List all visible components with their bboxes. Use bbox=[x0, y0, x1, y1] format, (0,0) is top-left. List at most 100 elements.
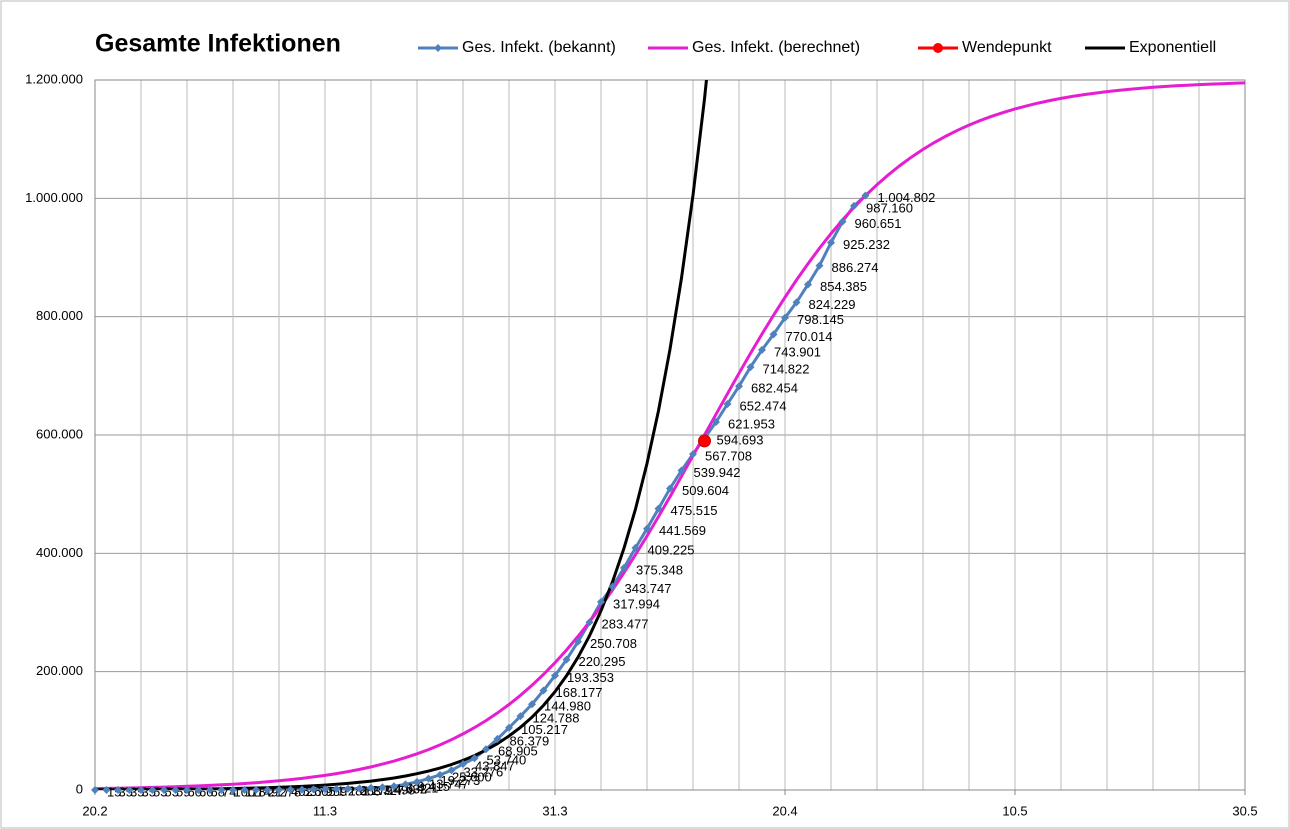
point-marker bbox=[367, 783, 375, 792]
data-label: 220.295 bbox=[579, 654, 626, 669]
data-label: 621.953 bbox=[728, 416, 775, 431]
point-marker bbox=[620, 563, 628, 572]
point-marker bbox=[436, 770, 444, 779]
point-marker bbox=[551, 671, 559, 680]
data-label: 317.994 bbox=[613, 596, 660, 611]
data-label: 13.747 bbox=[429, 776, 469, 791]
plot-frame bbox=[94, 79, 1246, 791]
legend-marker bbox=[933, 43, 943, 53]
point-marker bbox=[413, 777, 421, 786]
point-marker bbox=[390, 782, 398, 791]
point-marker bbox=[344, 784, 352, 793]
point-marker bbox=[654, 504, 663, 513]
data-label: 375.348 bbox=[636, 562, 683, 577]
point-marker bbox=[160, 785, 168, 794]
point-marker bbox=[321, 785, 329, 794]
point-marker bbox=[194, 785, 203, 794]
point-marker bbox=[114, 785, 122, 794]
point-marker bbox=[723, 399, 732, 408]
point-marker bbox=[792, 298, 801, 307]
data-label: 33.276 bbox=[464, 765, 504, 780]
data-label: 714.822 bbox=[763, 362, 810, 377]
point-marker bbox=[171, 785, 180, 794]
point-marker bbox=[597, 597, 605, 606]
point-marker bbox=[355, 784, 364, 793]
data-label: 682.454 bbox=[751, 381, 798, 396]
data-label: 509.604 bbox=[682, 483, 729, 498]
data-label: 283.477 bbox=[602, 617, 649, 632]
data-label: 409.225 bbox=[648, 542, 695, 557]
data-label: 105.217 bbox=[521, 722, 568, 737]
data-label: 193.353 bbox=[567, 670, 614, 685]
data-label: 68.905 bbox=[498, 744, 538, 759]
data-label: 652.474 bbox=[740, 398, 787, 413]
point-marker bbox=[758, 345, 766, 354]
point-marker bbox=[562, 655, 571, 664]
point-marker bbox=[815, 261, 824, 270]
legend-label: Ges. Infekt. (berechnet) bbox=[692, 39, 860, 56]
point-marker bbox=[298, 785, 306, 794]
point-marker bbox=[528, 700, 536, 709]
data-label: 43.847 bbox=[475, 758, 515, 773]
y-tick-label: 400.000 bbox=[36, 545, 83, 560]
point-marker bbox=[631, 543, 640, 552]
data-label: 987.160 bbox=[866, 200, 913, 215]
x-tick-label: 11.3 bbox=[313, 803, 337, 818]
point-marker bbox=[229, 785, 237, 794]
data-label: 441.569 bbox=[659, 523, 706, 538]
x-tick-label: 20.2 bbox=[82, 803, 107, 818]
data-label: 854.385 bbox=[820, 279, 867, 294]
data-label: 25.600 bbox=[452, 769, 492, 784]
point-marker bbox=[827, 238, 835, 247]
data-label: 925.232 bbox=[843, 237, 890, 252]
data-label: 53.740 bbox=[487, 753, 527, 768]
y-tick-label: 800.000 bbox=[36, 308, 83, 323]
y-tick-label: 1.000.000 bbox=[25, 190, 83, 205]
data-label: 86.379 bbox=[510, 733, 550, 748]
x-tick-label: 10.5 bbox=[1002, 803, 1027, 818]
y-tick-label: 1.200.000 bbox=[25, 71, 83, 86]
point-marker bbox=[470, 754, 479, 763]
data-label: 824.229 bbox=[809, 297, 856, 312]
legend-label: Ges. Infekt. (bekannt) bbox=[462, 39, 616, 56]
point-marker bbox=[217, 785, 226, 794]
point-marker bbox=[286, 785, 295, 794]
point-marker bbox=[240, 785, 249, 794]
point-marker bbox=[91, 785, 99, 794]
point-marker bbox=[102, 785, 111, 794]
data-label: 594.693 bbox=[717, 433, 764, 448]
data-label: 1.004.802 bbox=[878, 190, 936, 205]
data-label: 19.273 bbox=[441, 773, 481, 788]
point-marker bbox=[838, 217, 847, 226]
point-marker bbox=[677, 466, 686, 475]
x-tick-label: 31.3 bbox=[542, 803, 567, 818]
data-label: 343.747 bbox=[625, 581, 672, 596]
series-line bbox=[95, 81, 1245, 790]
point-marker bbox=[861, 191, 870, 200]
x-tick-label: 20.4 bbox=[772, 803, 797, 818]
data-label: 960.651 bbox=[855, 216, 902, 231]
legend-marker bbox=[434, 44, 442, 52]
point-marker bbox=[643, 524, 651, 533]
data-label: 250.708 bbox=[590, 636, 637, 651]
point-marker bbox=[401, 780, 410, 789]
x-tick-label: 30.5 bbox=[1232, 803, 1257, 818]
data-label: 886.274 bbox=[832, 260, 879, 275]
point-marker bbox=[804, 280, 812, 289]
point-marker bbox=[689, 450, 697, 459]
point-marker bbox=[746, 363, 755, 372]
data-label: 124.788 bbox=[533, 711, 580, 726]
data-label: 539.942 bbox=[694, 465, 741, 480]
y-tick-label: 600.000 bbox=[36, 426, 83, 441]
point-marker bbox=[666, 484, 674, 493]
legend-label: Wendepunkt bbox=[962, 39, 1052, 56]
point-marker bbox=[148, 785, 157, 794]
point-marker bbox=[252, 785, 260, 794]
y-tick-label: 0 bbox=[76, 781, 83, 796]
point-marker bbox=[698, 434, 711, 448]
point-marker bbox=[309, 785, 318, 794]
point-marker bbox=[781, 313, 789, 322]
